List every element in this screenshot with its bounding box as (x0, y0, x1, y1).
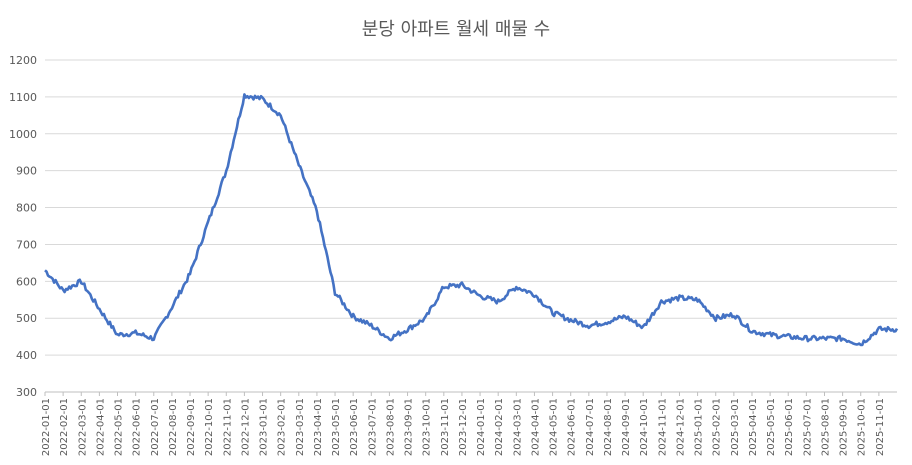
x-tick-label: 2023-08-01 (385, 398, 396, 456)
x-tick-label: 2023-03-01 (295, 398, 306, 456)
x-tick-label: 2024-09-01 (621, 398, 632, 456)
x-tick-label: 2022-05-01 (114, 398, 125, 456)
x-tick-label: 2024-05-01 (549, 398, 560, 456)
x-tick-label: 2023-11-01 (440, 398, 451, 456)
x-tick-label: 2023-09-01 (404, 398, 415, 456)
y-axis-tick-labels: 300 400 500 600 700 800 900 1000 1100 1200 (9, 54, 37, 399)
x-tick-label: 2025-09-01 (839, 398, 850, 456)
y-tick-label: 800 (16, 202, 37, 215)
x-tick-label: 2025-07-01 (802, 398, 813, 456)
x-tick-label: 2025-06-01 (784, 398, 795, 456)
x-tick-label: 2025-11-01 (875, 398, 886, 456)
x-tick-label: 2023-05-01 (331, 398, 342, 456)
x-tick-label: 2023-07-01 (367, 398, 378, 456)
x-tick-label: 2025-02-01 (712, 398, 723, 456)
x-tick-label: 2025-05-01 (766, 398, 777, 456)
x-tick-label: 2023-12-01 (458, 398, 469, 456)
x-tick-label: 2023-01-01 (259, 398, 270, 456)
y-tick-label: 300 (16, 386, 37, 399)
x-tick-label: 2023-06-01 (349, 398, 360, 456)
x-tick-label: 2022-09-01 (186, 398, 197, 456)
chart-title: 분당 아파트 월세 매물 수 (362, 19, 551, 40)
x-tick-label: 2022-10-01 (204, 398, 215, 456)
x-tick-label: 2023-02-01 (277, 398, 288, 456)
x-tick-label: 2022-11-01 (222, 398, 233, 456)
x-tick-label: 2024-02-01 (494, 398, 505, 456)
x-tick-label: 2022-06-01 (132, 398, 143, 456)
x-tick-label: 2024-04-01 (530, 398, 541, 456)
x-tick-label: 2024-10-01 (639, 398, 650, 456)
x-tick-label: 2025-01-01 (694, 398, 705, 456)
series-line (44, 93, 899, 347)
y-tick-label: 400 (16, 349, 37, 362)
x-tick-label: 2024-11-01 (657, 398, 668, 456)
series-layer (44, 93, 899, 347)
x-tick-label: 2024-12-01 (675, 398, 686, 456)
y-tick-label: 700 (16, 238, 37, 251)
x-tick-label: 2022-12-01 (240, 398, 251, 456)
x-tick-label: 2022-03-01 (77, 398, 88, 456)
y-tick-label: 500 (16, 312, 37, 325)
x-tick-label: 2022-02-01 (59, 398, 70, 456)
x-tick-label: 2022-07-01 (150, 398, 161, 456)
x-tick-label: 2022-04-01 (95, 398, 106, 456)
x-tick-label: 2024-06-01 (567, 398, 578, 456)
x-tick-label: 2024-03-01 (512, 398, 523, 456)
x-tick-label: 2022-01-01 (41, 398, 52, 456)
x-tick-label: 2022-08-01 (168, 398, 179, 456)
y-tick-label: 600 (16, 275, 37, 288)
x-tick-label: 2024-07-01 (585, 398, 596, 456)
x-tick-label: 2024-08-01 (603, 398, 614, 456)
y-tick-label: 1100 (9, 91, 37, 104)
x-tick-label: 2023-04-01 (313, 398, 324, 456)
x-tick-label: 2024-01-01 (476, 398, 487, 456)
x-axis-tick-labels: 2022-01-01 2022-02-01 2022-03-01 2022-04-01… (41, 392, 886, 456)
x-tick-label: 2025-10-01 (857, 398, 868, 456)
y-tick-label: 900 (16, 165, 37, 178)
x-tick-label: 2025-04-01 (748, 398, 759, 456)
gridlines (45, 59, 897, 393)
x-tick-label: 2025-08-01 (820, 398, 831, 456)
y-tick-label: 1000 (9, 128, 37, 141)
x-tick-label: 2023-10-01 (422, 398, 433, 456)
y-tick-label: 1200 (9, 54, 37, 67)
x-tick-label: 2025-03-01 (730, 398, 741, 456)
